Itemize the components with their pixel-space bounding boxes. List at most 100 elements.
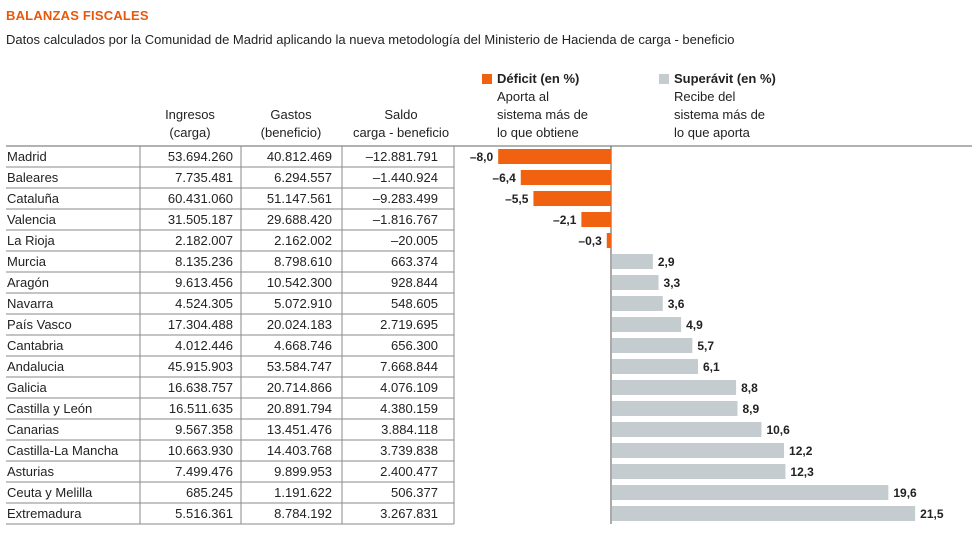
ingresos-cell: 9.613.456 [175, 275, 233, 290]
saldo-cell: –1.816.767 [373, 212, 438, 227]
legend-superavit: Superávit (en %) Recibe del sistema más … [659, 70, 776, 142]
gastos-cell: 8.798.610 [274, 254, 332, 269]
gastos-cell: 29.688.420 [267, 212, 332, 227]
region-label: Castilla-La Mancha [7, 443, 119, 458]
superavit-bar [612, 359, 699, 374]
region-label: Cantabria [7, 338, 64, 353]
bar-value-label: 21,5 [920, 507, 944, 521]
bar-value-label: –5,5 [505, 192, 529, 206]
bar-value-label: –0,3 [578, 234, 602, 248]
saldo-cell: 7.668.844 [380, 359, 438, 374]
gastos-cell: 53.584.747 [267, 359, 332, 374]
bar-value-label: 10,6 [766, 423, 790, 437]
saldo-cell: 663.374 [391, 254, 438, 269]
saldo-cell: –20.005 [391, 233, 438, 248]
gastos-cell: 9.899.953 [274, 464, 332, 479]
region-label: Andalucia [7, 359, 65, 374]
region-label: Aragón [7, 275, 49, 290]
region-label: Madrid [7, 149, 47, 164]
bar-value-label: 19,6 [893, 486, 917, 500]
column-header-ingresos: Ingresos (carga) [165, 107, 215, 140]
gastos-cell: 20.891.794 [267, 401, 332, 416]
superavit-bar [612, 380, 737, 395]
ingresos-cell: 16.638.757 [168, 380, 233, 395]
bar-value-label: 12,3 [790, 465, 814, 479]
superavit-bar [612, 485, 889, 500]
superavit-bar [612, 296, 663, 311]
deficit-bar [498, 149, 611, 164]
bar-value-label: 3,3 [664, 276, 681, 290]
superavit-bar [612, 443, 785, 458]
chart-title: BALANZAS FISCALES [6, 8, 149, 23]
gastos-cell: 2.162.002 [274, 233, 332, 248]
legend-deficit-swatch [482, 74, 492, 84]
bar-value-label: 3,6 [668, 297, 685, 311]
region-label: Extremadura [7, 506, 82, 521]
gastos-cell: 6.294.557 [274, 170, 332, 185]
saldo-cell: 656.300 [391, 338, 438, 353]
deficit-bar [533, 191, 611, 206]
gastos-cell: 14.403.768 [267, 443, 332, 458]
bar-value-label: –8,0 [470, 150, 494, 164]
chart-subtitle: Datos calculados por la Comunidad de Mad… [6, 32, 735, 47]
region-label: La Rioja [7, 233, 55, 248]
saldo-cell: –12.881.791 [366, 149, 438, 164]
bar-value-label: –6,4 [492, 171, 516, 185]
ingresos-cell: 4.524.305 [175, 296, 233, 311]
deficit-bar [520, 170, 611, 185]
saldo-cell: 548.605 [391, 296, 438, 311]
region-label: Murcia [7, 254, 47, 269]
superavit-bar [612, 338, 693, 353]
ingresos-cell: 2.182.007 [175, 233, 233, 248]
bar-value-label: 12,2 [789, 444, 813, 458]
legend-deficit-label: Déficit (en %) [497, 71, 580, 86]
superavit-bar [612, 422, 762, 437]
bar-value-label: 8,8 [741, 381, 758, 395]
bar-value-label: 6,1 [703, 360, 720, 374]
saldo-cell: 928.844 [391, 275, 438, 290]
gastos-cell: 5.072.910 [274, 296, 332, 311]
ingresos-cell: 9.567.358 [175, 422, 233, 437]
saldo-cell: 4.076.109 [380, 380, 438, 395]
gastos-cell: 13.451.476 [267, 422, 332, 437]
gastos-cell: 40.812.469 [267, 149, 332, 164]
region-label: Asturias [7, 464, 54, 479]
region-label: Navarra [7, 296, 54, 311]
region-label: Galicia [7, 380, 48, 395]
ingresos-cell: 10.663.930 [168, 443, 233, 458]
ingresos-cell: 16.511.635 [169, 401, 233, 416]
ingresos-cell: 31.505.187 [168, 212, 233, 227]
bar-value-label: 5,7 [697, 339, 714, 353]
superavit-bar [612, 506, 916, 521]
ingresos-cell: 45.915.903 [168, 359, 233, 374]
ingresos-cell: 17.304.488 [168, 317, 233, 332]
bar-value-label: 4,9 [686, 318, 703, 332]
region-label: Canarias [7, 422, 60, 437]
region-label: País Vasco [7, 317, 72, 332]
gastos-cell: 10.542.300 [267, 275, 332, 290]
bar-value-label: 8,9 [742, 402, 759, 416]
gastos-cell: 4.668.746 [274, 338, 332, 353]
column-header-gastos: Gastos (beneficio) [260, 107, 322, 140]
saldo-cell: –1.440.924 [373, 170, 438, 185]
superavit-bar [612, 254, 653, 269]
ingresos-cell: 7.735.481 [175, 170, 233, 185]
superavit-bar [612, 464, 786, 479]
ingresos-cell: 4.012.446 [175, 338, 233, 353]
saldo-cell: 2.400.477 [380, 464, 438, 479]
saldo-cell: 2.719.695 [380, 317, 438, 332]
bar-value-label: –2,1 [553, 213, 577, 227]
superavit-bar [612, 401, 738, 416]
gastos-cell: 1.191.622 [274, 485, 332, 500]
legend-superavit-swatch [659, 74, 669, 84]
ingresos-cell: 5.516.361 [175, 506, 233, 521]
bar-value-label: 2,9 [658, 255, 675, 269]
gastos-cell: 20.714.866 [267, 380, 332, 395]
region-label: Castilla y León [7, 401, 92, 416]
deficit-bar [606, 233, 611, 248]
superavit-bar [612, 317, 682, 332]
gastos-cell: 20.024.183 [267, 317, 332, 332]
saldo-cell: –9.283.499 [373, 191, 438, 206]
saldo-cell: 4.380.159 [380, 401, 438, 416]
